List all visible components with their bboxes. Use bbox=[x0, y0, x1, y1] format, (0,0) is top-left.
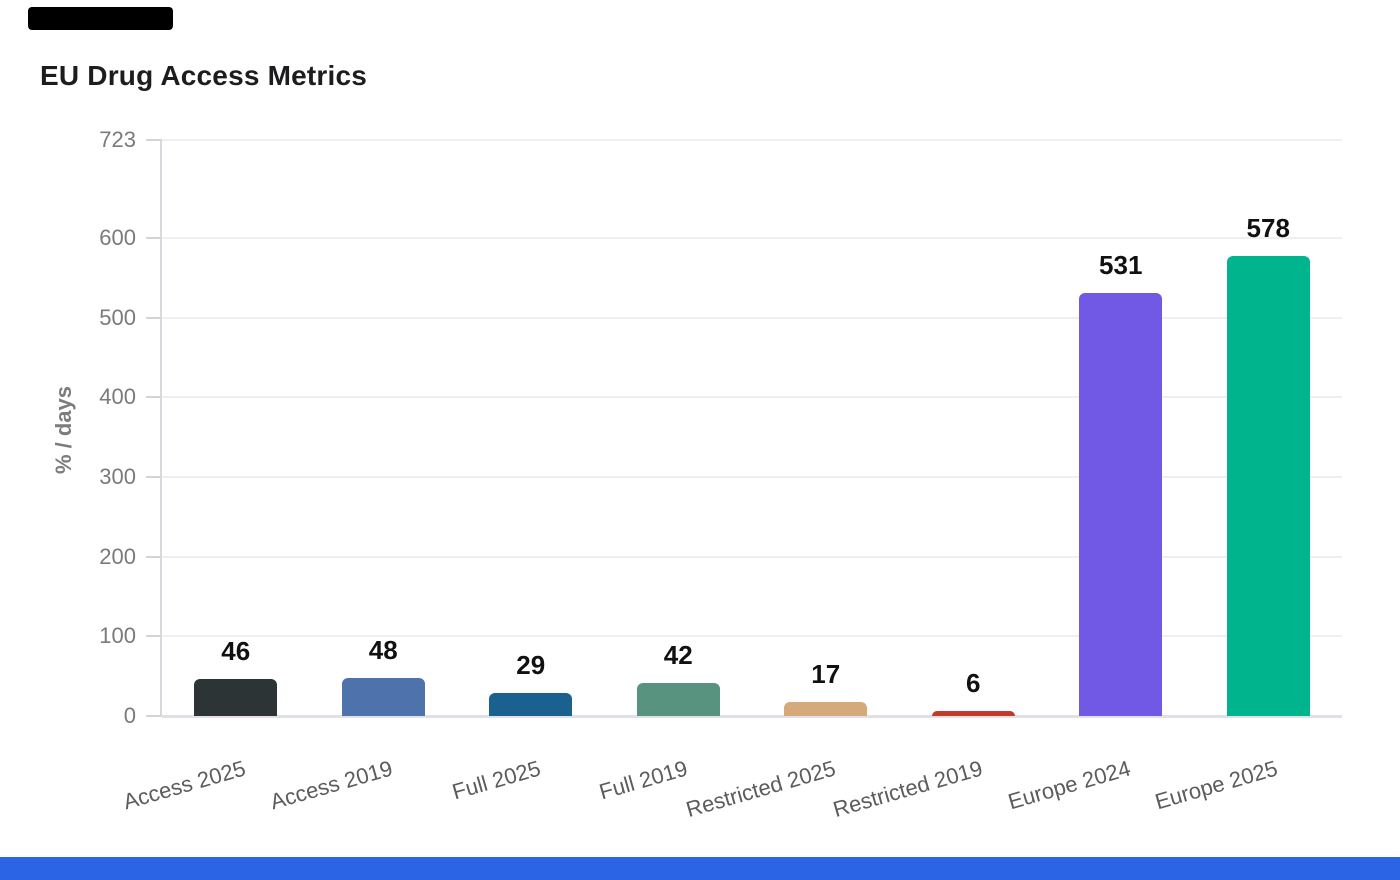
x-axis-label: Access 2025 bbox=[120, 755, 249, 815]
bar[interactable] bbox=[931, 711, 1015, 716]
bar[interactable] bbox=[636, 682, 720, 716]
y-axis-line bbox=[160, 140, 162, 716]
bar-value-label: 42 bbox=[663, 639, 693, 670]
y-tick-label: 500 bbox=[99, 304, 136, 330]
y-tick-mark bbox=[146, 715, 162, 717]
y-tick-mark bbox=[146, 635, 162, 638]
bar[interactable] bbox=[194, 679, 278, 716]
top-left-black-chip bbox=[28, 7, 173, 30]
x-axis-label: Restricted 2019 bbox=[830, 755, 986, 823]
x-axis-line bbox=[162, 715, 1342, 718]
gridline bbox=[162, 396, 1342, 399]
bar[interactable] bbox=[341, 677, 425, 716]
x-axis-label: Access 2019 bbox=[267, 755, 396, 815]
y-tick-mark bbox=[146, 555, 162, 558]
bar-value-label: 46 bbox=[221, 636, 251, 667]
bar[interactable] bbox=[489, 692, 573, 716]
x-axis-label: Restricted 2025 bbox=[683, 755, 839, 823]
gridline bbox=[162, 635, 1342, 638]
bar-value-label: 531 bbox=[1099, 249, 1143, 280]
x-axis-label: Full 2019 bbox=[596, 755, 691, 805]
bar[interactable] bbox=[1226, 255, 1310, 716]
bar[interactable] bbox=[784, 702, 868, 716]
bar[interactable] bbox=[1079, 292, 1163, 716]
y-tick-label: 300 bbox=[99, 463, 136, 489]
bar-value-label: 48 bbox=[368, 634, 398, 665]
y-tick-label: 723 bbox=[99, 127, 136, 152]
bar-value-label: 6 bbox=[966, 668, 981, 699]
gridline bbox=[162, 475, 1342, 478]
y-tick-mark bbox=[146, 316, 162, 319]
x-axis-label: Europe 2025 bbox=[1152, 755, 1281, 815]
y-axis-title: % / days bbox=[51, 385, 76, 475]
y-tick-label: 600 bbox=[99, 224, 136, 250]
bar-value-label: 578 bbox=[1246, 212, 1290, 243]
gridline bbox=[162, 555, 1342, 558]
bar-value-label: 29 bbox=[516, 649, 546, 680]
gridline bbox=[162, 316, 1342, 319]
x-axis-label: Full 2025 bbox=[449, 755, 544, 805]
bottom-blue-strip bbox=[0, 857, 1400, 880]
y-tick-label: 400 bbox=[99, 384, 136, 410]
bar-value-label: 17 bbox=[811, 659, 841, 690]
y-tick-label: 0 bbox=[123, 703, 136, 728]
y-tick-mark bbox=[146, 475, 162, 478]
y-tick-label: 100 bbox=[99, 623, 136, 649]
y-tick-mark bbox=[146, 139, 162, 141]
gridline bbox=[162, 139, 1342, 141]
chart-title: EU Drug Access Metrics bbox=[40, 60, 368, 91]
x-axis-label: Europe 2024 bbox=[1005, 755, 1134, 815]
y-tick-label: 200 bbox=[99, 543, 136, 569]
y-tick-mark bbox=[146, 396, 162, 399]
gridline bbox=[162, 236, 1342, 239]
y-tick-mark bbox=[146, 236, 162, 239]
